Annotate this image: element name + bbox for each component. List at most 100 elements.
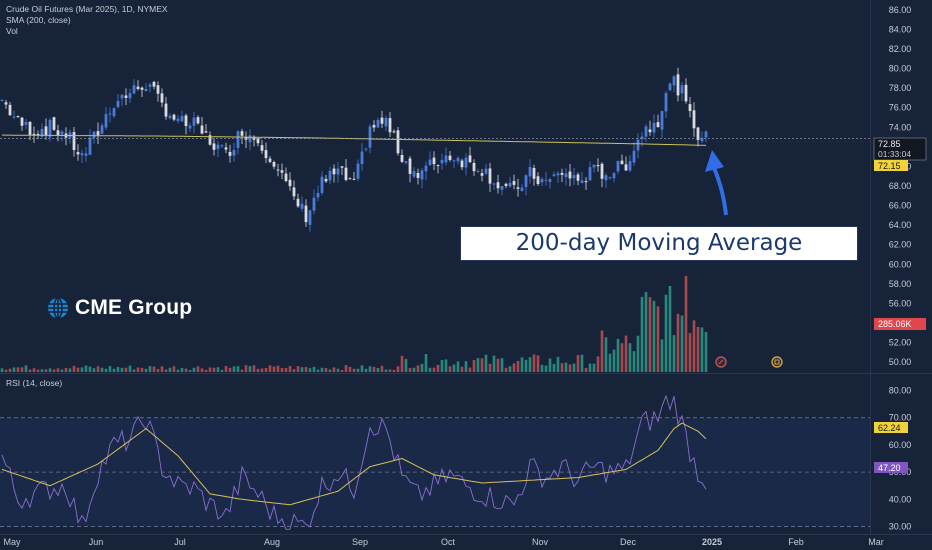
candle: [364, 148, 368, 150]
time-tick-label: Aug: [264, 537, 280, 547]
volume-bar: [296, 366, 300, 372]
volume-bar: [568, 364, 572, 372]
candle: [404, 161, 408, 163]
volume-bar: [120, 367, 124, 372]
candle: [152, 81, 156, 87]
dividend-marker-icon: [771, 356, 783, 368]
volume-bar: [668, 286, 672, 372]
candle: [696, 127, 700, 140]
volume-indicator-label[interactable]: Vol: [6, 26, 18, 36]
volume-bar: [656, 306, 660, 372]
candle: [588, 167, 592, 181]
candle: [432, 157, 436, 165]
volume-bar: [300, 367, 304, 372]
candle: [156, 85, 160, 94]
volume-bar: [612, 349, 616, 372]
volume-bar: [532, 354, 536, 372]
volume-bar: [624, 335, 628, 372]
candle: [88, 137, 92, 155]
rsi-value: 47.20: [878, 463, 901, 473]
candle: [76, 152, 80, 155]
candle: [596, 165, 600, 167]
symbol-title[interactable]: Crude Oil Futures (Mar 2025), 1D, NYMEX: [6, 4, 168, 14]
candle: [444, 155, 448, 163]
price-tick-label: 66.00: [889, 201, 912, 211]
time-tick-label: Jun: [89, 537, 104, 547]
candle: [192, 117, 196, 126]
candle: [684, 84, 688, 102]
volume-bar: [292, 369, 296, 372]
volume-bar: [88, 366, 92, 372]
time-tick-label: May: [3, 537, 21, 547]
volume-bar: [132, 369, 136, 372]
candle: [328, 170, 332, 181]
candle: [536, 176, 540, 184]
candle: [176, 118, 180, 122]
candle: [220, 145, 224, 147]
candle: [704, 131, 708, 138]
volume-bar: [536, 355, 540, 372]
volume-bar: [376, 368, 380, 372]
candle: [204, 131, 208, 133]
candle: [56, 130, 60, 136]
volume-bar: [80, 367, 84, 372]
candle: [336, 168, 340, 175]
volume-bar: [276, 365, 280, 372]
candle: [260, 145, 264, 151]
volume-bar: [84, 365, 88, 372]
candle: [200, 125, 204, 134]
volume-bar: [188, 369, 192, 372]
volume-bar: [272, 366, 276, 372]
logo-text: CME Group: [75, 296, 193, 319]
volume-bar: [128, 365, 132, 372]
volume-bar: [408, 367, 412, 372]
rsi-indicator-label[interactable]: RSI (14, close): [6, 378, 63, 388]
volume-bar: [152, 366, 156, 372]
time-tick-label: Nov: [532, 537, 549, 547]
volume-bar: [8, 368, 12, 372]
volume-bar: [316, 369, 320, 372]
volume-bar: [48, 368, 52, 372]
volume-bar: [672, 335, 676, 372]
candle: [488, 168, 492, 184]
volume-bar: [700, 327, 704, 372]
candle: [440, 159, 444, 164]
candle: [48, 119, 52, 138]
volume-bar: [468, 367, 472, 372]
candle: [508, 182, 512, 187]
volume-bar: [308, 368, 312, 372]
price-tick-label: 60.00: [889, 259, 912, 269]
volume-bar: [336, 368, 340, 372]
candle: [284, 173, 288, 182]
volume-bar: [208, 367, 212, 372]
candle: [20, 117, 24, 126]
volume-bar: [248, 366, 252, 372]
candle: [592, 164, 596, 168]
candle: [44, 126, 48, 136]
volume-bar: [476, 358, 480, 372]
volume-bar: [448, 366, 452, 372]
volume-bar: [348, 366, 352, 372]
time-tick-label: Oct: [441, 537, 456, 547]
candle: [600, 163, 604, 179]
candle: [644, 126, 648, 137]
volume-bar: [524, 359, 528, 372]
candle: [656, 122, 660, 128]
volume-bar: [176, 369, 180, 372]
candle: [4, 102, 8, 105]
volume-bar: [472, 360, 476, 372]
sma-indicator-label[interactable]: SMA (200, close): [6, 15, 71, 25]
volume-bar: [96, 366, 100, 372]
volume-bar: [424, 354, 428, 372]
volume-bar: [216, 367, 220, 372]
candle: [264, 150, 268, 159]
moving-average-callout: 200-day Moving Average: [460, 226, 858, 261]
candle: [172, 114, 176, 120]
volume-bar: [688, 333, 692, 372]
candle: [380, 117, 384, 124]
candle: [548, 179, 552, 182]
volume-bar: [60, 369, 64, 372]
candle: [96, 131, 100, 136]
volume-bar: [548, 358, 552, 372]
